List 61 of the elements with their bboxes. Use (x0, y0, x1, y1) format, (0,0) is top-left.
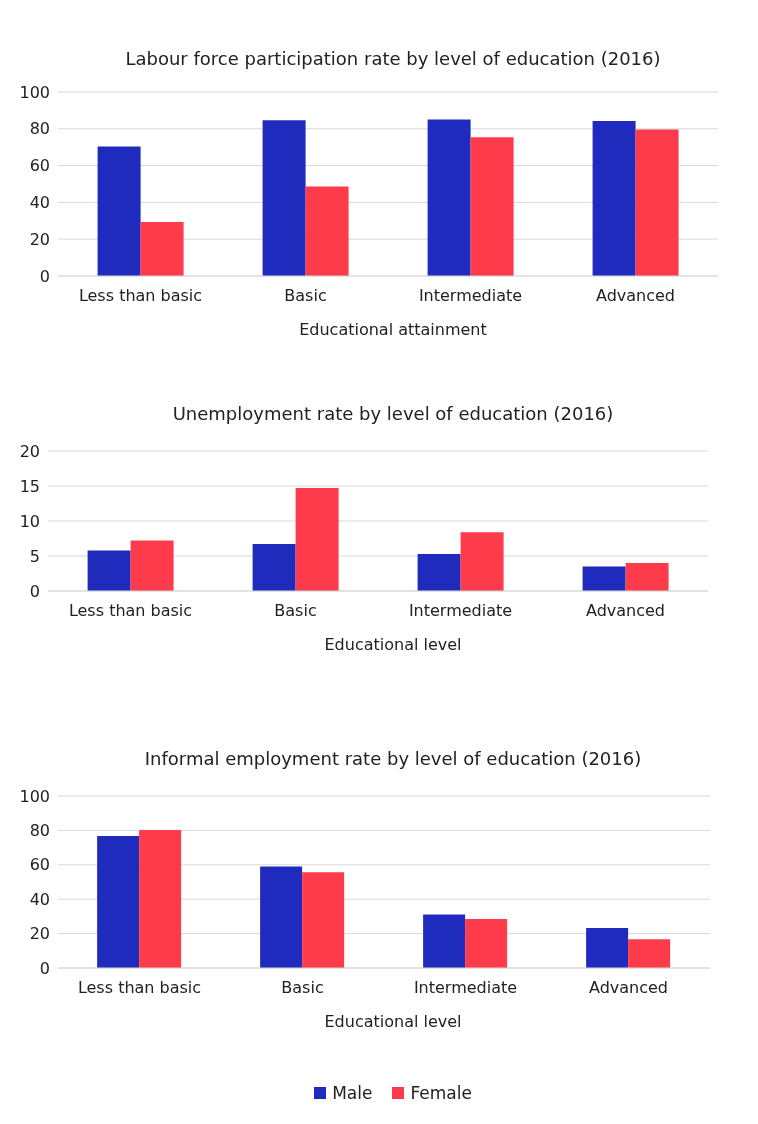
bar (586, 928, 629, 968)
y-tick-label: 100 (19, 786, 50, 806)
y-tick-label: 5 (29, 546, 40, 566)
bar (628, 939, 671, 968)
bar (252, 544, 296, 591)
bar (582, 566, 626, 591)
bar (460, 532, 504, 591)
y-tick-label: 0 (39, 266, 50, 286)
x-tick-label: Basic (274, 601, 317, 621)
legend-label: Female (410, 1083, 472, 1103)
x-tick-label: Less than basic (68, 601, 193, 621)
y-tick-label: 40 (29, 889, 50, 909)
bar (97, 835, 140, 968)
bar (295, 488, 339, 591)
bar (260, 866, 303, 968)
y-tick-label: 0 (39, 958, 50, 978)
y-tick-label: 10 (19, 511, 40, 531)
y-tick-label: 20 (29, 924, 50, 944)
y-tick-label: 60 (29, 156, 50, 176)
x-tick-label: Less than basic (78, 286, 203, 306)
x-axis-title: Educational level (323, 635, 463, 654)
y-tick-label: 80 (29, 821, 50, 841)
x-tick-label: Advanced (595, 286, 676, 306)
bar (423, 914, 466, 968)
y-tick-label: 0 (29, 581, 40, 601)
bar (140, 222, 184, 276)
y-tick-label: 15 (19, 476, 40, 496)
y-tick-label: 40 (29, 193, 50, 213)
x-tick-label: Advanced (588, 978, 669, 998)
x-axis-title: Educational attainment (298, 320, 488, 339)
bar (470, 137, 514, 276)
bar (262, 120, 306, 276)
bar (302, 872, 345, 968)
bar (635, 129, 679, 276)
y-tick-label: 60 (29, 855, 50, 875)
bar (130, 540, 174, 591)
legend-label: Male (332, 1083, 373, 1103)
bar (97, 146, 141, 276)
bar (87, 550, 131, 591)
bar (139, 830, 182, 968)
chart-title: Informal employment rate by level of education (2016) (143, 748, 643, 771)
x-axis-title: Educational level (323, 1012, 463, 1031)
bar (305, 186, 349, 276)
y-tick-label: 20 (19, 441, 40, 461)
bar (465, 918, 508, 968)
x-tick-label: Intermediate (418, 286, 523, 306)
x-tick-label: Less than basic (77, 978, 202, 998)
bar (592, 120, 636, 276)
x-tick-label: Basic (281, 978, 324, 998)
y-tick-label: 20 (29, 229, 50, 249)
x-tick-label: Basic (284, 286, 327, 306)
bar (625, 563, 669, 591)
y-tick-label: 80 (29, 119, 50, 139)
x-tick-label: Intermediate (413, 978, 518, 998)
chart-title: Labour force participation rate by level of education (2016) (124, 48, 662, 71)
chart-title: Unemployment rate by level of education (2016) (171, 403, 615, 426)
bar (427, 119, 471, 276)
x-tick-label: Intermediate (408, 601, 513, 621)
y-tick-label: 100 (19, 82, 50, 102)
x-tick-label: Advanced (585, 601, 666, 621)
bar (417, 553, 461, 591)
